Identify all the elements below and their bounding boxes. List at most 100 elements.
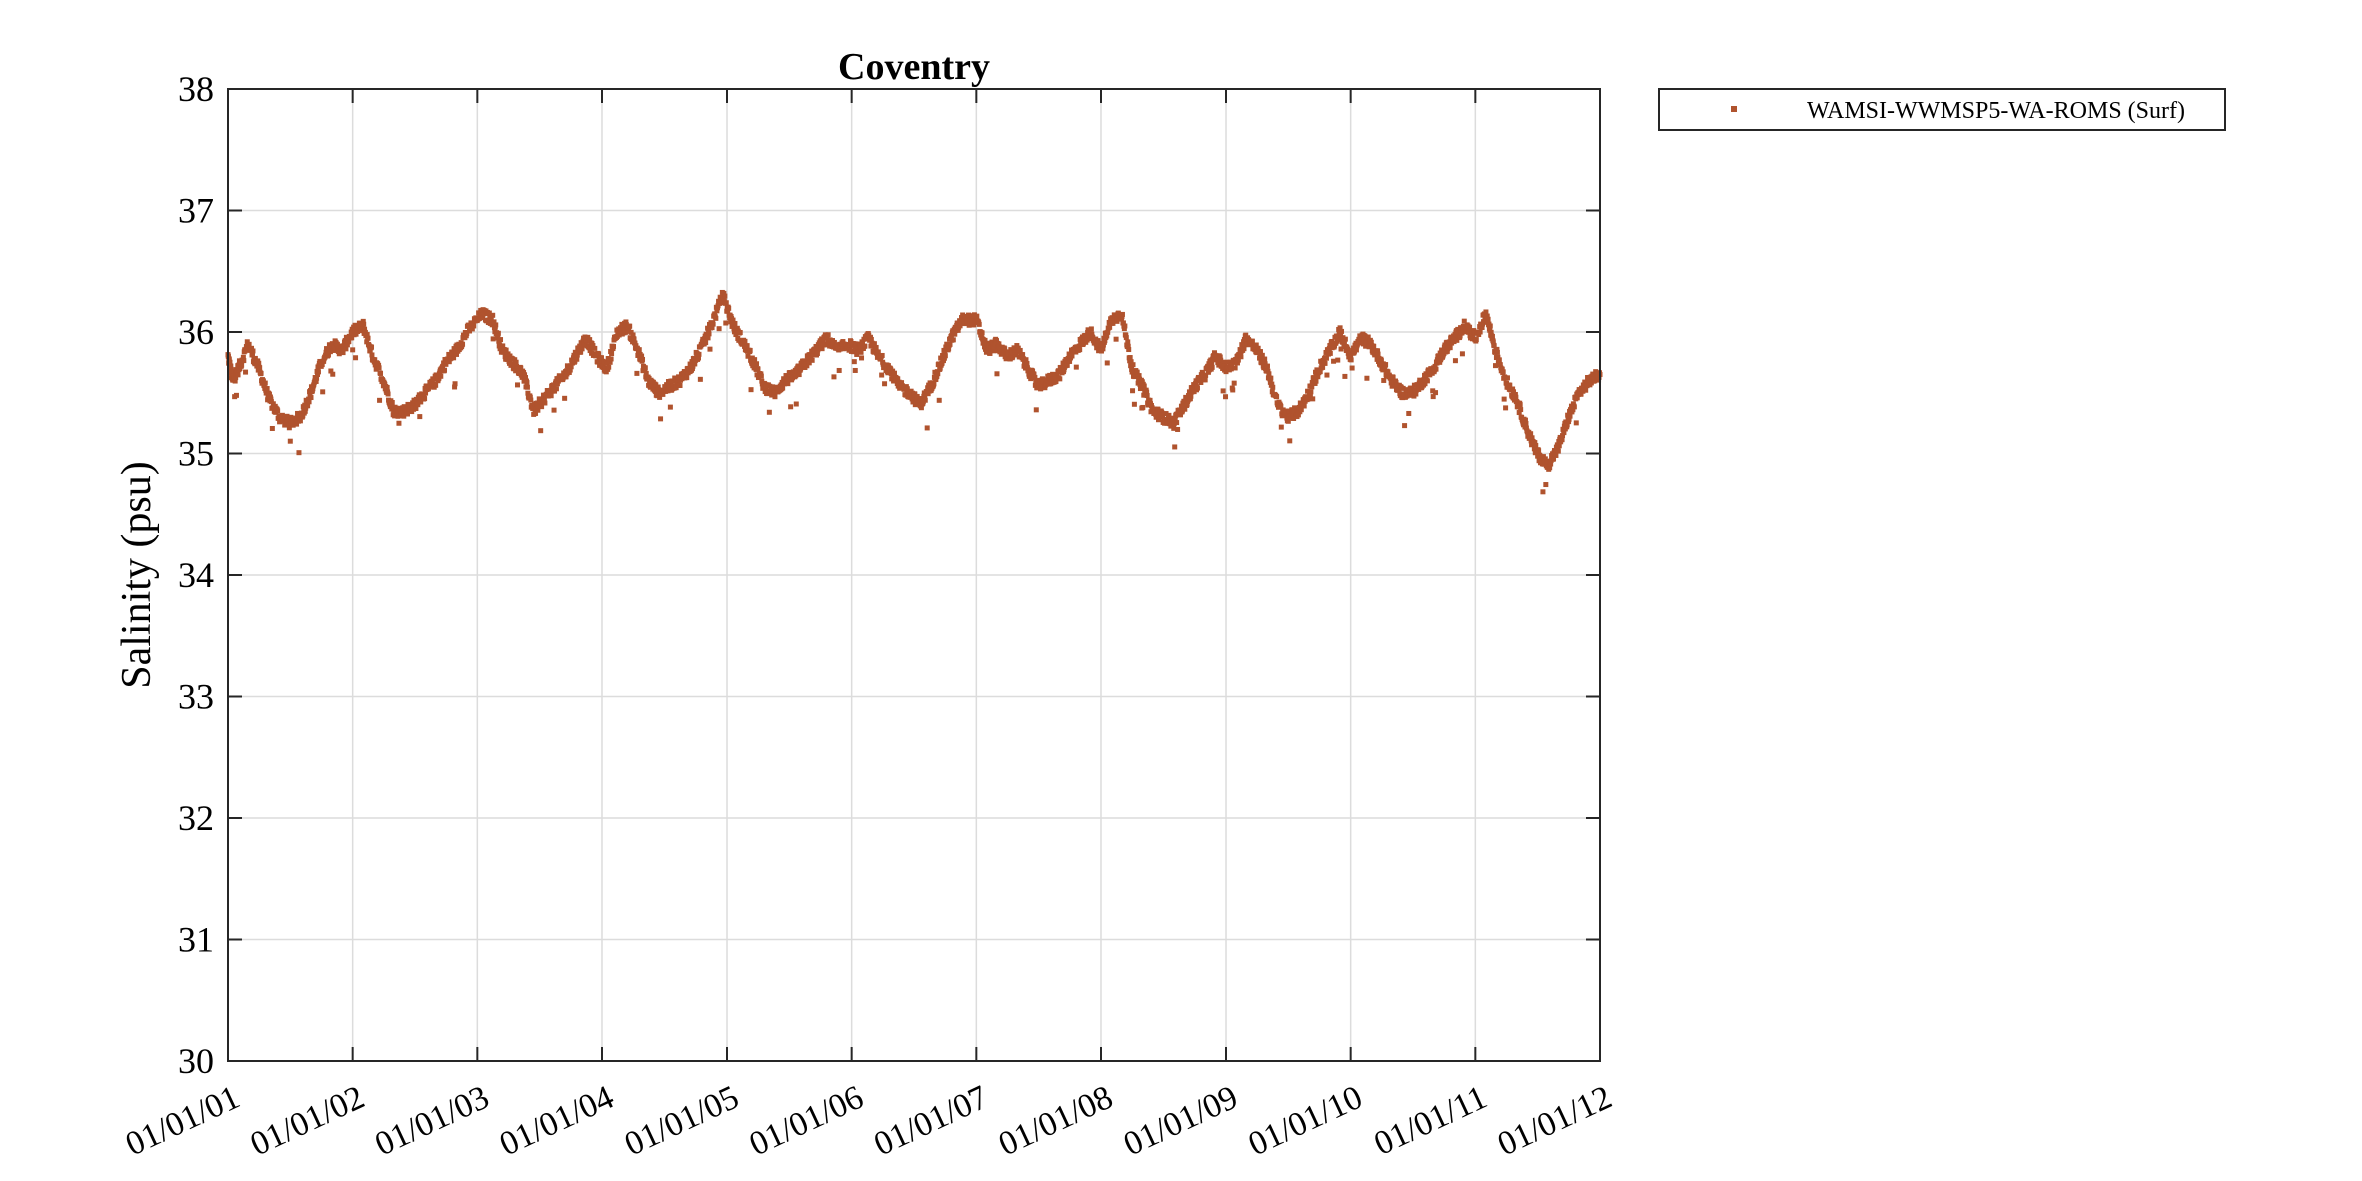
data-point <box>1574 395 1580 401</box>
data-point <box>1291 415 1297 421</box>
data-point <box>1120 320 1126 326</box>
data-point <box>766 409 772 415</box>
data-point <box>241 358 247 364</box>
data-point <box>955 327 961 333</box>
data-point <box>578 349 584 355</box>
data-point <box>822 342 828 348</box>
data-point <box>262 380 268 386</box>
data-point <box>1402 423 1408 429</box>
data-point <box>1529 435 1535 441</box>
data-point <box>934 373 940 379</box>
data-point <box>1105 329 1111 335</box>
data-point <box>433 382 439 388</box>
data-point <box>590 343 596 349</box>
x-tick-label: 01/01/02 <box>245 1079 370 1164</box>
data-point <box>1177 412 1183 418</box>
data-point <box>608 356 614 362</box>
data-point <box>464 331 470 337</box>
data-point <box>1301 403 1307 409</box>
data-point <box>1338 346 1344 352</box>
data-point <box>346 339 352 345</box>
data-point <box>1231 380 1237 386</box>
data-point <box>987 350 993 356</box>
data-point <box>1203 372 1209 378</box>
data-point <box>1269 389 1275 395</box>
data-point <box>747 347 753 353</box>
data-point <box>315 369 321 375</box>
data-point <box>976 321 982 327</box>
data-point <box>974 313 980 319</box>
data-point <box>1023 357 1029 363</box>
data-point <box>417 414 423 420</box>
data-point <box>967 320 973 326</box>
data-point <box>1243 332 1249 338</box>
data-point <box>367 348 373 354</box>
data-point <box>1125 339 1131 345</box>
data-point <box>1459 351 1465 357</box>
data-point <box>633 343 639 349</box>
data-point <box>563 374 569 380</box>
y-tick-label: 32 <box>178 798 214 838</box>
data-point <box>732 320 738 326</box>
data-point <box>722 293 728 299</box>
data-point <box>460 341 466 347</box>
data-point <box>527 394 533 400</box>
data-point <box>1131 401 1137 407</box>
data-point <box>328 368 334 374</box>
data-point <box>1500 369 1506 375</box>
data-point <box>879 372 885 378</box>
data-point <box>244 339 250 345</box>
data-point <box>1454 330 1460 336</box>
data-point <box>1342 336 1348 342</box>
data-point <box>1234 360 1240 366</box>
data-point <box>500 343 506 349</box>
data-point <box>631 336 637 342</box>
data-point <box>957 323 963 329</box>
data-point <box>418 399 424 405</box>
data-point <box>297 418 303 424</box>
data-point <box>296 450 302 456</box>
data-point <box>859 355 865 361</box>
data-point <box>1495 354 1501 360</box>
data-point <box>946 346 952 352</box>
data-point <box>422 396 428 402</box>
data-point <box>1184 401 1190 407</box>
data-point <box>308 395 314 401</box>
data-point <box>1491 343 1497 349</box>
data-point <box>1223 394 1229 400</box>
data-point <box>922 397 928 403</box>
data-point <box>1378 358 1384 364</box>
data-point <box>1365 334 1371 340</box>
data-point <box>1154 410 1160 416</box>
data-point <box>1073 364 1079 370</box>
data-point <box>1159 409 1165 415</box>
data-point <box>1342 373 1348 379</box>
data-point <box>467 328 473 334</box>
x-tick-label: 01/01/01 <box>120 1079 245 1164</box>
x-tick-labels: 01/01/01 01/01/02 01/01/03 01/01/04 01/01/05… <box>120 1079 1617 1164</box>
data-point <box>731 329 737 335</box>
data-point <box>667 404 673 410</box>
data-point <box>1172 444 1178 450</box>
data-point <box>660 391 666 397</box>
data-point <box>1444 348 1450 354</box>
data-point <box>1119 311 1125 317</box>
data-point <box>1269 381 1275 387</box>
data-point <box>538 428 544 434</box>
data-point <box>1571 404 1577 410</box>
data-point <box>1479 324 1485 330</box>
data-point <box>1054 372 1060 378</box>
data-point <box>625 328 631 334</box>
data-point <box>524 384 530 390</box>
data-point <box>737 330 743 336</box>
data-point <box>313 378 319 384</box>
data-point <box>1228 366 1234 372</box>
data-point <box>969 317 975 323</box>
data-point <box>1363 343 1369 349</box>
data-point <box>1504 375 1510 381</box>
data-point <box>1551 456 1557 462</box>
x-tick-label: 01/01/11 <box>1369 1079 1493 1163</box>
data-point <box>643 370 649 376</box>
data-point <box>1025 367 1031 373</box>
data-point <box>269 425 275 431</box>
